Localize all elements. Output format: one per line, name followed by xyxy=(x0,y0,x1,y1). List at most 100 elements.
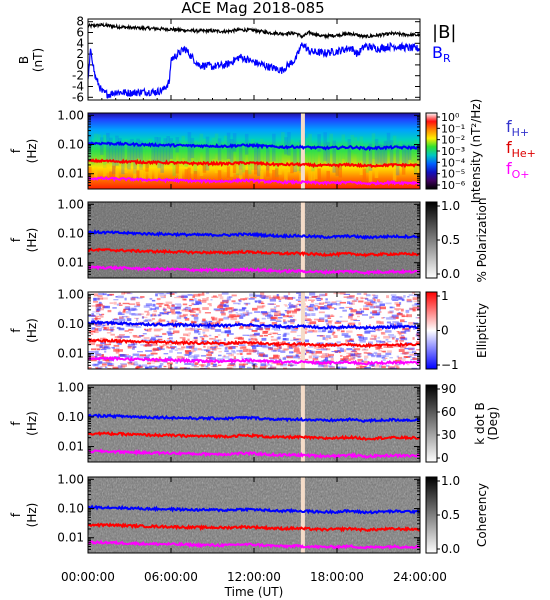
colorbar-tick-label: 1.0 xyxy=(441,474,460,488)
data-gap-stripe xyxy=(300,202,305,278)
colorbar-tick-label: 10⁻³ xyxy=(441,145,465,158)
b-ytick-label: -6 xyxy=(72,90,84,104)
line-fH-intensity xyxy=(88,140,420,152)
ylabel-f: f xyxy=(9,237,23,242)
ytick-label: 1.00 xyxy=(57,472,84,486)
line-fH-coherency xyxy=(88,504,420,515)
b-ylabel-line1: B xyxy=(17,56,31,64)
line-fH-polarization xyxy=(88,229,420,241)
colorbar-tick-label: 0.5 xyxy=(441,233,460,247)
colorbar-tick-label: 60 xyxy=(441,405,456,419)
x-axis-label: Time (UT) xyxy=(224,585,284,599)
ytick-label: 1.00 xyxy=(57,380,84,394)
ylabel-f: f xyxy=(9,148,23,153)
line-fO-kdotb xyxy=(88,448,420,459)
colorbar-tick-label: 30 xyxy=(441,428,456,442)
colorbar-label: k dot B xyxy=(473,402,487,444)
colorbar-kdotb xyxy=(425,384,438,463)
line-fHe-kdotb xyxy=(88,430,420,441)
colorbar-tick-label: 10⁰ xyxy=(441,111,460,124)
colorbar-coherency xyxy=(425,476,438,554)
ytick-label: 0.10 xyxy=(57,227,84,241)
b-ytick-label: -4 xyxy=(72,80,84,94)
colorbar-intensity xyxy=(425,112,438,190)
line-fO-coherency xyxy=(88,539,420,550)
ylabel-f: f xyxy=(9,328,23,333)
x-tick-label: 00:00:00 xyxy=(61,570,115,584)
colorbar-tick-label: 10⁻⁴ xyxy=(441,156,466,169)
line-fO-ellipticity xyxy=(88,355,420,366)
ytick-label: 0.01 xyxy=(57,531,84,545)
panel-ellipticity: 1.00 0.10 0.01 f (Hz) 1 0 −1 Ellipticity xyxy=(9,287,489,372)
colorbar-tick-label: 0 xyxy=(441,324,449,338)
legend-Heplus: fHe+ xyxy=(506,138,536,160)
series-absB-line xyxy=(87,21,421,40)
x-tick-label: 24:00:00 xyxy=(393,570,447,584)
panel-polarization: 1.00 0.10 0.01 f (Hz) 1.0 0.5 0.0 % Polarization xyxy=(9,197,489,282)
data-gap-stripe xyxy=(300,292,305,369)
series-BR-line xyxy=(87,41,421,99)
colorbar-tick-label: 0.5 xyxy=(441,508,460,522)
figure-title: ACE Mag 2018-085 xyxy=(181,0,324,17)
ytick-label: 1.00 xyxy=(57,287,84,301)
line-fHe-polarization xyxy=(88,247,420,258)
line-fHe-coherency xyxy=(88,522,420,533)
b-ytick-label: 4 xyxy=(76,36,84,50)
colorbar-label: Intensity (nT²/Hz) xyxy=(469,99,483,204)
x-tick-label: 12:00:00 xyxy=(227,570,281,584)
colorbar-tick-label: 10⁻² xyxy=(441,134,465,147)
panel-kdotb: 1.00 0.10 0.01 f (Hz) 90 60 30 0 k dot B (Deg) xyxy=(9,380,500,465)
ytick-label: 0.10 xyxy=(57,317,84,331)
ytick-label: 0.01 xyxy=(57,256,84,270)
legend-Hplus: fH+ xyxy=(506,117,529,139)
line-fHe-intensity xyxy=(88,157,420,169)
x-tick-label: 18:00:00 xyxy=(310,570,364,584)
colorbar-tick-label: 0.0 xyxy=(441,542,460,556)
ytick-label: 0.10 xyxy=(57,410,84,424)
ylabel-hz: (Hz) xyxy=(25,139,39,164)
colorbar-ellipticity xyxy=(425,291,438,370)
b-ytick-label: -2 xyxy=(72,69,84,83)
colorbar-tick-label: 1.0 xyxy=(441,199,460,213)
colorbar-tick-label: −1 xyxy=(441,358,459,372)
colorbar-label: % Polarization xyxy=(475,198,489,283)
b-ytick-label: 2 xyxy=(76,47,84,61)
b-ytick-label: 8 xyxy=(76,15,84,29)
ylabel-hz: (Hz) xyxy=(25,411,39,436)
data-gap-stripe xyxy=(300,113,305,189)
colorbar-label: Coherency xyxy=(475,483,489,547)
ytick-label: 0.01 xyxy=(57,167,84,181)
x-tick-label: 06:00:00 xyxy=(144,570,198,584)
ytick-label: 0.10 xyxy=(57,502,84,516)
ylabel-hz: (Hz) xyxy=(25,318,39,343)
ytick-label: 0.01 xyxy=(57,440,84,454)
colorbar-tick-label: 1 xyxy=(441,289,449,303)
panel-coherency: 1.00 0.10 0.01 f (Hz) 1.0 0.5 0.0 Coherency xyxy=(9,472,489,556)
ylabel-f: f xyxy=(9,421,23,426)
colorbar-tick-label: 10⁻¹ xyxy=(441,122,465,135)
line-fHe-ellipticity xyxy=(88,337,420,349)
b-ytick-label: 0 xyxy=(76,58,84,72)
line-fO-polarization xyxy=(88,264,420,276)
b-ytick-label: 6 xyxy=(76,26,84,40)
data-gap-stripe xyxy=(300,385,305,462)
b-ylabel-line2: (nT) xyxy=(31,48,45,72)
panel-intensity: 1.00 0.10 0.01 f (Hz) 10⁰10⁻¹10⁻²10⁻³10⁻⁴10⁻⁵… xyxy=(9,99,536,204)
ytick-label: 1.00 xyxy=(57,197,84,211)
colorbar-label: Ellipticity xyxy=(475,303,489,358)
ytick-label: 0.01 xyxy=(57,347,84,361)
legend-absB: |B| xyxy=(432,22,456,43)
ylabel-hz: (Hz) xyxy=(25,503,39,528)
line-fH-ellipticity xyxy=(88,319,420,331)
ytick-label: 0.10 xyxy=(57,138,84,152)
colorbar-polarization xyxy=(425,201,438,279)
colorbar-tick-label: 10⁻⁵ xyxy=(441,168,465,181)
ylabel-hz: (Hz) xyxy=(25,228,39,253)
data-gap-stripe xyxy=(300,477,305,553)
colorbar-label: (Deg) xyxy=(486,407,500,441)
colorbar-tick-label: 10⁻⁶ xyxy=(441,179,466,192)
line-fO-intensity xyxy=(88,176,420,186)
ytick-label: 1.00 xyxy=(57,108,84,122)
